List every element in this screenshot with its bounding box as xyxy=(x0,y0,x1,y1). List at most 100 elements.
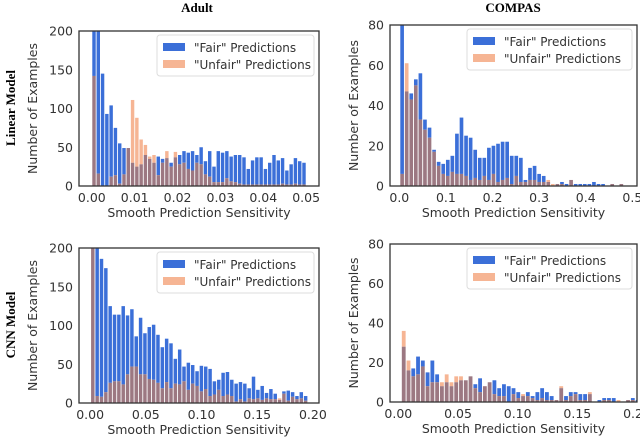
x-tick-label: 0.15 xyxy=(563,406,591,421)
y-tick-label: 40 xyxy=(368,98,384,113)
overlap-bar xyxy=(113,175,118,186)
x-tick-label: 0.10 xyxy=(188,407,216,422)
fair-bar xyxy=(143,333,147,375)
fair-bar xyxy=(125,315,130,375)
overlap-bar xyxy=(204,389,208,403)
overlap-bar xyxy=(143,374,147,403)
fair-bar xyxy=(303,396,308,401)
unfair-bar xyxy=(404,63,409,92)
fair-bar xyxy=(177,349,182,385)
fair-bar xyxy=(182,151,186,163)
x-tick-label: 0.4 xyxy=(576,190,596,205)
overlap-bar xyxy=(299,398,304,403)
y-tick-label: 80 xyxy=(368,237,384,252)
fair-bar xyxy=(578,394,583,401)
fair-bar xyxy=(186,362,191,390)
overlap-bar xyxy=(238,399,243,403)
fair-bar xyxy=(182,366,186,382)
unfair-bar xyxy=(454,376,459,383)
overlap-bar xyxy=(156,175,160,186)
y-tick-label: 60 xyxy=(368,276,384,291)
y-tick-label: 100 xyxy=(49,101,73,116)
overlap-bar xyxy=(139,164,143,186)
overlap-bar xyxy=(276,184,280,186)
overlap-bar xyxy=(109,176,113,186)
overlap-bar xyxy=(492,394,497,402)
fair-bar xyxy=(230,379,234,397)
fair-bar xyxy=(500,141,505,180)
fair-bar xyxy=(138,317,143,375)
fair-bar xyxy=(216,151,220,183)
bars xyxy=(400,25,624,186)
overlap-bar xyxy=(626,400,630,402)
fair-bar xyxy=(450,155,455,172)
fair-bar xyxy=(147,327,152,379)
overlap-bar xyxy=(182,381,186,403)
overlap-bar xyxy=(436,165,441,186)
y-tick-label: 150 xyxy=(49,62,73,77)
overlap-bar xyxy=(530,398,535,402)
fair-bar xyxy=(238,382,243,400)
fair-bar xyxy=(121,306,125,385)
fair-bar xyxy=(108,306,112,383)
overlap-bar xyxy=(280,183,285,186)
unfair-bar xyxy=(587,392,592,395)
overlap-bar xyxy=(272,184,276,186)
overlap-bar xyxy=(432,151,436,186)
fair-bar xyxy=(573,392,578,395)
overlap-bar xyxy=(130,162,135,186)
legend-box xyxy=(156,34,315,77)
fair-bar xyxy=(578,183,583,186)
overlap-bar xyxy=(514,175,519,186)
overlap-bar xyxy=(602,400,607,402)
fair-bar xyxy=(113,127,118,176)
fair-bar xyxy=(432,149,436,152)
overlap-bar xyxy=(125,374,130,403)
fair-bar xyxy=(611,398,616,402)
fair-bar xyxy=(203,161,208,175)
overlap-bar xyxy=(568,396,573,402)
overlap-bar xyxy=(268,184,272,186)
unfair-bar xyxy=(139,139,143,165)
overlap-bar xyxy=(112,381,117,403)
overlap-bar xyxy=(427,137,432,186)
overlap-bar xyxy=(444,382,449,402)
unfair-bar xyxy=(459,376,463,381)
fair-bar xyxy=(532,165,537,180)
fair-bar xyxy=(164,338,169,383)
overlap-bar xyxy=(619,183,624,186)
fair-bar xyxy=(264,392,269,399)
overlap-bar xyxy=(263,184,268,186)
overlap-bar xyxy=(251,399,256,403)
plot-frame xyxy=(78,30,320,187)
overlap-bar xyxy=(108,382,112,403)
overlap-bar xyxy=(439,386,444,402)
fair-bar xyxy=(259,157,263,185)
overlap-bar xyxy=(587,394,592,402)
overlap-bar xyxy=(238,183,242,186)
overlap-bar xyxy=(519,181,523,186)
overlap-bar xyxy=(290,396,295,403)
fair-bar xyxy=(118,143,122,184)
fair-bar xyxy=(514,155,519,176)
fair-bar xyxy=(199,365,204,392)
fair-bar xyxy=(455,133,459,174)
overlap-bar xyxy=(302,184,306,186)
overlap-bar xyxy=(487,179,491,186)
overlap-bar xyxy=(225,178,229,186)
fair-bar xyxy=(156,334,160,383)
legend-box xyxy=(466,28,633,71)
unfair-bar xyxy=(559,386,564,389)
fair-bar xyxy=(420,360,425,367)
x-tick-label: 0.05 xyxy=(444,406,472,421)
column-title-compas: COMPAS xyxy=(485,0,540,15)
overlap-bar xyxy=(413,85,418,186)
overlap-bar xyxy=(246,184,250,186)
x-axis-label: Smooth Prediction Sensitivity xyxy=(107,422,291,437)
fair-bar xyxy=(100,73,105,186)
overlap-bar xyxy=(497,396,502,402)
fair-bar xyxy=(104,268,108,393)
fair-bar xyxy=(273,393,277,400)
overlap-bar xyxy=(117,381,121,403)
fair-bar xyxy=(280,158,285,184)
